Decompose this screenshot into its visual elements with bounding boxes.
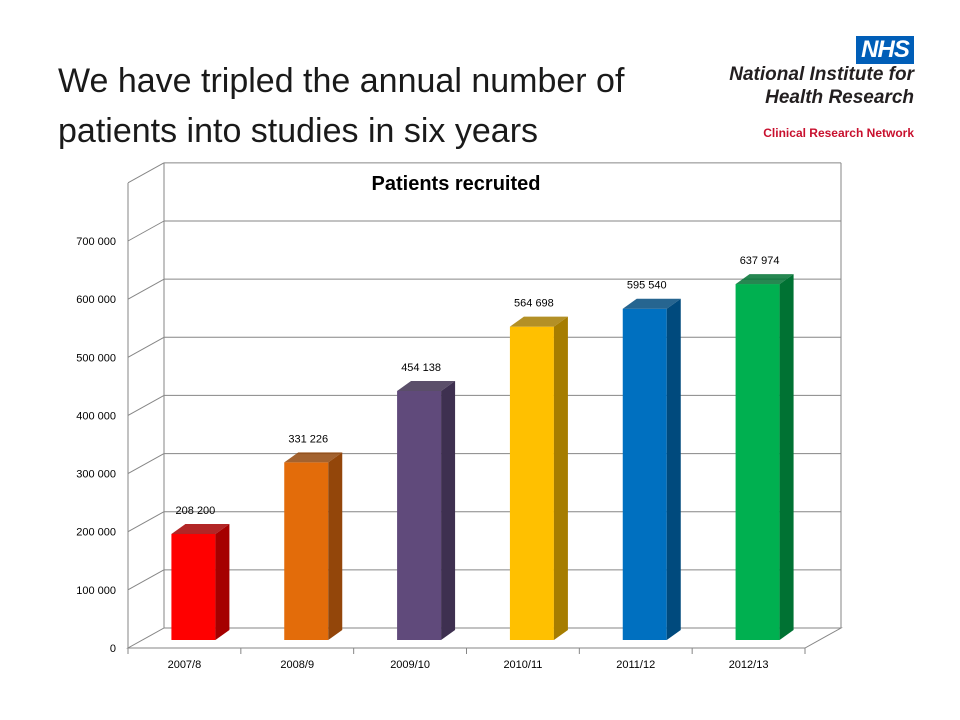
nhs-logo-box: NHS (856, 36, 914, 64)
bar-top (622, 298, 681, 309)
slide-title-line-1: We have tripled the annual number of (58, 62, 625, 100)
gridline-side-top (127, 162, 165, 184)
data-label: 208 200 (176, 505, 216, 517)
bar-2010-11 (509, 316, 568, 640)
bar-2012-13 (735, 274, 794, 640)
gridline-side (127, 453, 165, 475)
bar-front (735, 284, 780, 640)
bar-2007-8 (171, 523, 230, 640)
x-tick-label: 2008/9 (280, 659, 314, 671)
gridline-side (127, 278, 165, 300)
bar-side (328, 452, 343, 640)
y-tick-label: 500 000 (76, 352, 116, 364)
y-tick-label: 700 000 (76, 236, 116, 248)
bar-front (284, 462, 329, 640)
chart-floor (126, 627, 843, 649)
gridline-side (127, 336, 165, 358)
y-tick-label: 0 (110, 643, 116, 655)
x-tick-label: 2010/11 (503, 659, 542, 671)
gridline-side (127, 511, 165, 533)
logo-subtitle: Clinical Research Network (763, 126, 914, 140)
bar-top (171, 523, 230, 534)
y-tick-label: 600 000 (76, 294, 116, 306)
x-tick-label: 2011/12 (616, 659, 655, 671)
nihr-logo: NHS National Institute for Health Resear… (718, 36, 918, 146)
x-tick-label: 2007/8 (168, 659, 202, 671)
bar-front (397, 390, 442, 640)
bar-side (441, 380, 456, 640)
gridline-side (127, 394, 165, 416)
data-label: 331 226 (288, 433, 328, 445)
y-tick-label: 200 000 (76, 527, 116, 539)
bar-side (779, 274, 794, 640)
data-label: 454 138 (401, 362, 441, 374)
data-label: 595 540 (627, 280, 667, 292)
data-label: 564 698 (514, 298, 554, 310)
gridline-side (127, 569, 165, 591)
y-tick-label: 400 000 (76, 410, 116, 422)
bar-front (509, 326, 554, 640)
bar-2011-12 (622, 298, 681, 640)
bar-2008-9 (284, 452, 343, 640)
y-tick-label: 100 000 (76, 585, 116, 597)
gridline-side (127, 220, 165, 242)
bar-side (553, 316, 568, 640)
bar-side (215, 523, 230, 640)
bar-top (284, 452, 343, 463)
bar-side (666, 298, 681, 640)
bar-top (509, 316, 568, 327)
bar-front (622, 308, 667, 640)
data-label: 637 974 (740, 255, 780, 267)
y-tick-label: 300 000 (76, 469, 116, 481)
x-tick-label: 2012/13 (729, 659, 769, 671)
slide-title-line-2: patients into studies in six years (58, 112, 539, 150)
bar-2009-10 (397, 380, 456, 640)
bar-front (171, 533, 216, 640)
bar-top (735, 274, 794, 285)
logo-line-2: Health Research (765, 87, 914, 108)
x-tick-label: 2009/10 (390, 659, 430, 671)
slide-title: We have tripled the annual number of pat… (58, 56, 718, 156)
logo-line-1: National Institute for (729, 64, 914, 85)
bar-top (397, 380, 456, 391)
chart-title: Patients recruited (372, 173, 541, 195)
